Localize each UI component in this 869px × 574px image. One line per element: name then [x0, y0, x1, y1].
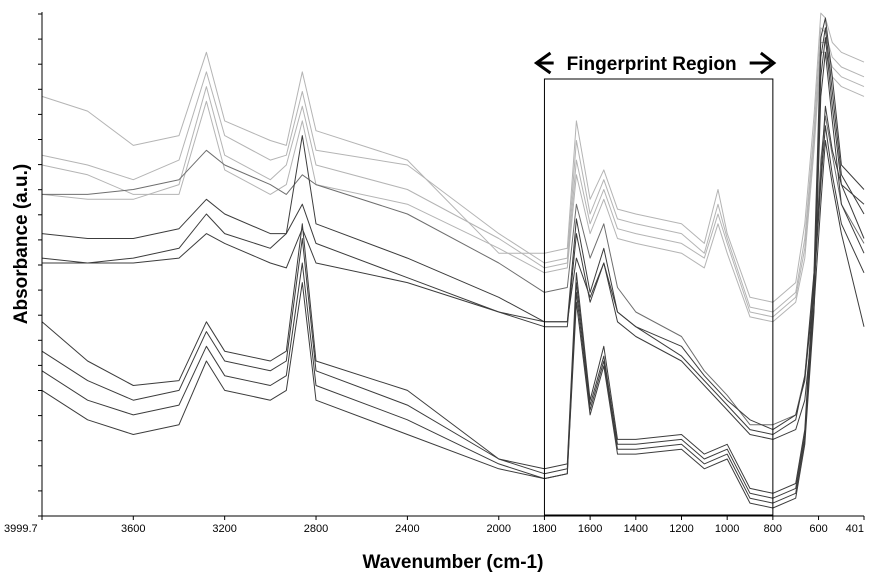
spectrum-line-12	[41, 51, 865, 509]
fingerprint-region-box	[543, 78, 774, 516]
x-tick-label: 2800	[304, 523, 328, 535]
fingerprint-region-label: Fingerprint Region	[567, 54, 737, 75]
x-tick-label: 1400	[624, 523, 648, 535]
spectrum-line-3	[41, 42, 865, 318]
y-axis-title: Absorbance (a.u.)	[11, 164, 32, 324]
fingerprint-arrowhead-left	[533, 51, 552, 75]
spectrum-line-11	[41, 37, 865, 504]
spectra-series-group	[41, 12, 865, 509]
x-tick-label: 3200	[212, 523, 236, 535]
x-tick-label: 600	[809, 523, 827, 535]
spectrum-line-1	[41, 12, 865, 303]
x-tick-label: 2400	[395, 523, 419, 535]
x-tick-label: 3999.7	[4, 523, 38, 535]
x-tick-label: 800	[764, 523, 782, 535]
x-tick-label: 1800	[532, 523, 556, 535]
x-tick-label: 1000	[715, 523, 739, 535]
x-tick-group: 3999.7 3600 3200 2800 2400 2000 1800 1600 1400 12…	[4, 516, 865, 535]
spectrum-line-9	[41, 17, 865, 494]
spectrum-line-4	[41, 51, 865, 323]
x-tick-label: 3600	[121, 523, 145, 535]
x-tick-label: 1200	[669, 523, 693, 535]
x-tick-label: 2000	[487, 523, 511, 535]
x-tick-label: 401	[846, 523, 864, 535]
x-axis-title: Wavenumber (cm-1)	[363, 552, 544, 573]
y-tick-group	[38, 13, 42, 517]
axes-group	[41, 12, 864, 517]
spectrum-line-2	[41, 27, 865, 313]
fingerprint-region-annotation: Fingerprint Region	[533, 51, 777, 516]
spectrum-line-10	[41, 27, 865, 499]
x-tick-label: 1600	[578, 523, 602, 535]
fingerprint-arrowhead-right	[759, 51, 777, 75]
spectrum-line-6	[41, 105, 865, 435]
